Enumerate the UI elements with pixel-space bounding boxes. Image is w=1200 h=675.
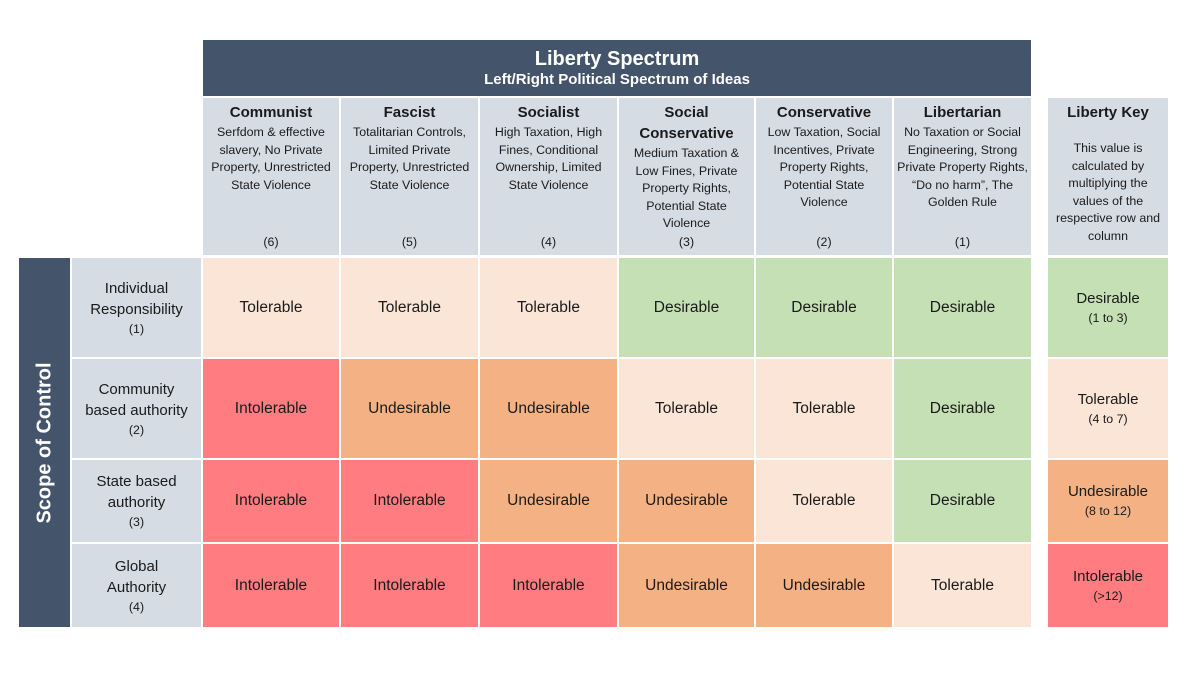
column-description: Medium Taxation & Low Fines, Private Pro… — [633, 146, 740, 231]
title-banner: Liberty Spectrum Left/Right Political Sp… — [203, 40, 1031, 96]
row-name: State based authority — [96, 473, 177, 511]
column-score: (2) — [816, 235, 832, 249]
scope-of-control-label: Scope of Control — [19, 258, 70, 627]
column-description: Serfdom & effective slavery, No Private … — [211, 125, 331, 192]
matrix-cell: Tolerable — [894, 544, 1031, 627]
matrix-cell: Intolerable — [203, 460, 339, 542]
matrix-cell: Desirable — [894, 460, 1031, 542]
matrix-cell: Intolerable — [341, 544, 478, 627]
column-name: Social Conservative — [639, 104, 734, 142]
matrix-cell: Intolerable — [203, 359, 339, 458]
matrix-cell: Desirable — [894, 359, 1031, 458]
matrix-cell: Tolerable — [203, 258, 339, 357]
column-description: Low Taxation, Social Incentives, Private… — [767, 125, 881, 210]
key-range: (>12) — [1093, 588, 1123, 603]
matrix-cell: Undesirable — [756, 544, 892, 627]
key-range: (8 to 12) — [1084, 504, 1132, 518]
column-header-social-conservative: Social Conservative Medium Taxation & Lo… — [619, 98, 754, 255]
matrix-cell: Desirable — [894, 258, 1031, 357]
column-score: (1) — [954, 235, 971, 249]
column-score: (3) — [678, 235, 695, 249]
column-header-socialist: Socialist High Taxation, High Fines, Con… — [480, 98, 617, 255]
column-score: (4) — [540, 235, 557, 249]
key-label: Intolerable — [1072, 567, 1144, 585]
matrix-cell: Tolerable — [341, 258, 478, 357]
key-item-intolerable: Intolerable (>12) — [1048, 544, 1168, 627]
row-name: Individual Responsibility — [90, 279, 183, 318]
row-name: Global Authority — [106, 557, 167, 596]
key-range: (4 to 7) — [1088, 411, 1128, 426]
matrix-cell: Tolerable — [756, 460, 892, 542]
matrix-cell: Undesirable — [480, 460, 617, 542]
row-score: (2) — [128, 422, 145, 437]
column-header-conservative: Conservative Low Taxation, Social Incent… — [756, 98, 892, 255]
column-description: Totalitarian Controls, Limited Private P… — [349, 125, 470, 192]
row-axis-label: Scope of Control — [33, 361, 55, 524]
column-score: (5) — [401, 235, 418, 249]
key-description: This value is calculated by multiplying … — [1056, 141, 1160, 243]
matrix-cell: Intolerable — [203, 544, 339, 627]
row-header-individual: Individual Responsibility (1) — [72, 258, 201, 357]
key-item-undesirable: Undesirable (8 to 12) — [1048, 460, 1168, 542]
column-description: No Taxation or Social Engineering, Stron… — [897, 125, 1028, 210]
key-label: Tolerable — [1077, 390, 1139, 408]
chart-subtitle: Left/Right Political Spectrum of Ideas — [484, 71, 750, 88]
column-name: Libertarian — [923, 104, 1002, 121]
key-item-desirable: Desirable (1 to 3) — [1048, 258, 1168, 357]
column-header-libertarian: Libertarian No Taxation or Social Engine… — [894, 98, 1031, 255]
key-title: Liberty Key — [1067, 104, 1149, 121]
key-item-tolerable: Tolerable (4 to 7) — [1048, 359, 1168, 458]
row-header-global: Global Authority (4) — [72, 544, 201, 627]
matrix-cell: Intolerable — [480, 544, 617, 627]
column-name: Socialist — [517, 104, 580, 121]
column-name: Communist — [229, 104, 313, 121]
row-score: (4) — [128, 599, 145, 614]
matrix-cell: Tolerable — [756, 359, 892, 458]
matrix-cell: Tolerable — [480, 258, 617, 357]
matrix-cell: Desirable — [756, 258, 892, 357]
row-score: (1) — [128, 321, 145, 336]
key-range: (1 to 3) — [1088, 310, 1128, 325]
column-score: (6) — [263, 235, 279, 249]
matrix-cell: Undesirable — [619, 544, 754, 627]
row-name: Community based authority — [85, 380, 188, 419]
matrix-cell: Desirable — [619, 258, 754, 357]
column-header-communist: Communist Serfdom & effective slavery, N… — [203, 98, 339, 255]
column-name: Fascist — [383, 104, 436, 121]
matrix-cell: Undesirable — [619, 460, 754, 542]
liberty-key-header: Liberty Key This value is calculated by … — [1048, 98, 1168, 255]
column-name: Conservative — [776, 104, 872, 121]
row-header-community: Community based authority (2) — [72, 359, 201, 458]
row-header-state: State based authority (3) — [72, 460, 201, 542]
column-description: High Taxation, High Fines, Conditional O… — [494, 125, 603, 192]
chart-title: Liberty Spectrum — [534, 48, 700, 70]
matrix-cell: Undesirable — [341, 359, 478, 458]
key-label: Undesirable — [1067, 483, 1149, 500]
key-label: Desirable — [1076, 289, 1140, 307]
matrix-cell: Tolerable — [619, 359, 754, 458]
row-score: (3) — [128, 515, 145, 529]
column-header-fascist: Fascist Totalitarian Controls, Limited P… — [341, 98, 478, 255]
matrix-cell: Undesirable — [480, 359, 617, 458]
matrix-cell: Intolerable — [341, 460, 478, 542]
